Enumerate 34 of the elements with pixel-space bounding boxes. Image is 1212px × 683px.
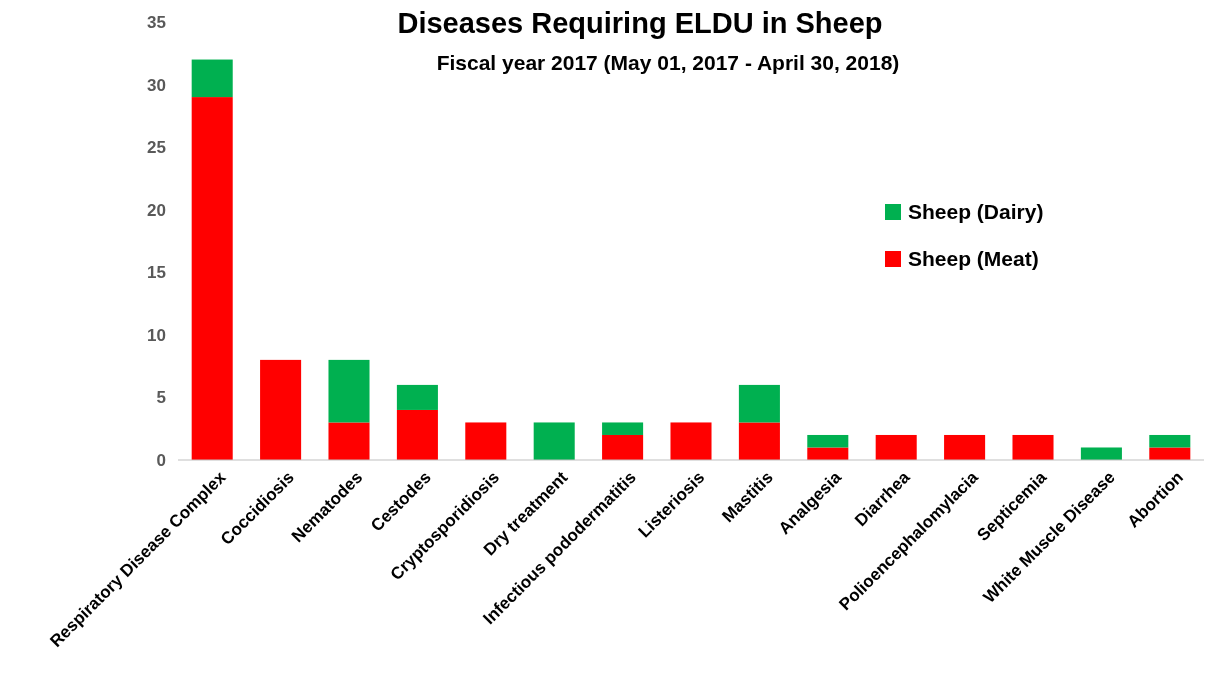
y-tick-label: 25 bbox=[147, 138, 166, 158]
chart-title: Diseases Requiring ELDU in Sheep bbox=[397, 7, 883, 39]
legend-label: Sheep (Dairy) bbox=[908, 200, 1044, 224]
y-tick-label: 0 bbox=[156, 450, 166, 470]
bar bbox=[1080, 447, 1122, 460]
bar bbox=[602, 422, 644, 435]
bar bbox=[602, 434, 644, 460]
bar bbox=[738, 384, 780, 423]
bar bbox=[738, 422, 780, 460]
bar bbox=[875, 434, 917, 460]
bar bbox=[807, 447, 849, 460]
bar bbox=[533, 422, 575, 460]
y-tick-label: 35 bbox=[147, 12, 166, 32]
bar bbox=[1012, 434, 1054, 460]
bar bbox=[807, 434, 849, 448]
bar bbox=[670, 422, 712, 460]
bar bbox=[191, 97, 233, 460]
bar bbox=[396, 384, 438, 410]
y-tick-label: 15 bbox=[147, 263, 166, 283]
text: Fiscal year 2017 (May 01, 2017 - April 30, 2018) bbox=[436, 51, 900, 74]
y-tick-label: 30 bbox=[147, 75, 166, 95]
bar bbox=[1149, 434, 1191, 448]
bar bbox=[944, 434, 986, 460]
bar bbox=[1149, 447, 1191, 460]
y-tick-label: 5 bbox=[156, 388, 166, 408]
y-tick-label: 20 bbox=[147, 200, 166, 220]
bar bbox=[328, 359, 370, 423]
legend-label: Sheep (Meat) bbox=[908, 247, 1039, 271]
bar bbox=[396, 409, 438, 460]
bar bbox=[328, 422, 370, 460]
bar bbox=[191, 59, 233, 98]
bar bbox=[260, 359, 302, 460]
y-tick-label: 10 bbox=[147, 325, 166, 345]
bar bbox=[465, 422, 507, 460]
